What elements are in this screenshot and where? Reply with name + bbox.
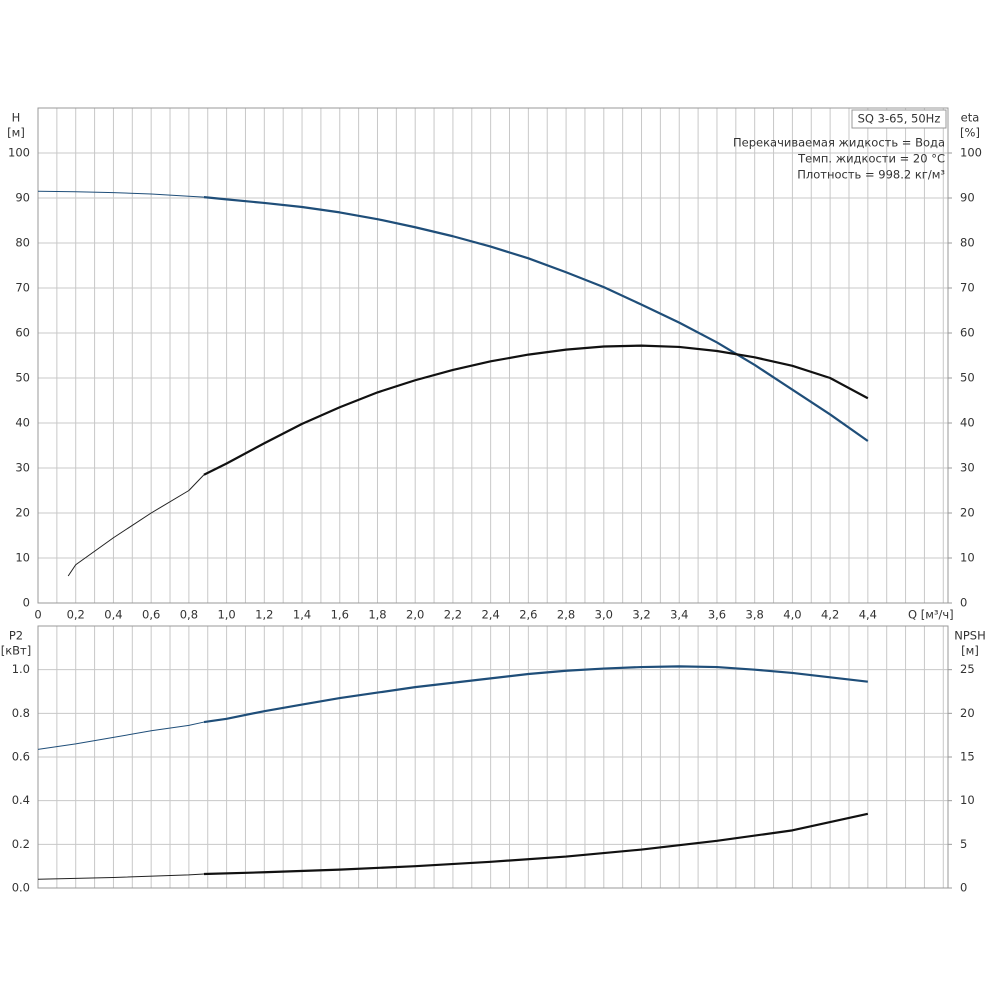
annotation: Плотность = 998.2 кг/м³ [797, 168, 945, 182]
y2-tick-label: 20 [960, 506, 975, 520]
y-tick-label: 90 [15, 191, 30, 205]
y-axis-unit: [м] [7, 126, 25, 140]
y-tick-label: 40 [15, 416, 30, 430]
y-tick-label: 0.8 [12, 706, 30, 720]
y-axis-label: P2 [9, 629, 23, 643]
x-tick-label: 3,4 [670, 608, 688, 622]
plot-frame [37, 107, 949, 604]
curve [67, 474, 205, 577]
y2-tick-label: 70 [960, 281, 975, 295]
x-tick-label: 0,6 [142, 608, 160, 622]
x-tick-label: 1,6 [331, 608, 349, 622]
y-tick-label: 60 [15, 326, 30, 340]
x-tick-label: 0,4 [104, 608, 122, 622]
y2-axis-label: NPSH [954, 629, 986, 643]
y2-tick-label: 0 [960, 596, 967, 610]
x-tick-label: 3,2 [632, 608, 650, 622]
y2-tick-label: 50 [960, 371, 975, 385]
curve [203, 665, 868, 724]
y2-axis-unit: [м] [961, 644, 979, 658]
y-tick-label: 70 [15, 281, 30, 295]
y2-tick-label: 30 [960, 461, 975, 475]
y2-tick-label: 15 [960, 750, 975, 764]
annotation: Темп. жидкости = 20 °C [797, 152, 945, 166]
y2-tick-label: 5 [960, 837, 967, 851]
y2-tick-label: 20 [960, 706, 975, 720]
x-tick-label: 1,0 [217, 608, 235, 622]
label-box [851, 109, 947, 129]
x-tick-label: 4,2 [821, 608, 839, 622]
y2-axis-label: eta [961, 111, 980, 125]
x-tick-label: 0 [34, 608, 41, 622]
y-tick-label: 50 [15, 371, 30, 385]
x-tick-label: 1,4 [293, 608, 311, 622]
x-tick-label: 3,6 [708, 608, 726, 622]
curve [37, 721, 205, 750]
y2-tick-label: 0 [960, 881, 967, 895]
y-tick-label: 100 [8, 146, 30, 160]
x-tick-label: 2,8 [557, 608, 575, 622]
x-tick-label: 3,8 [746, 608, 764, 622]
x-tick-label: 1,2 [255, 608, 273, 622]
y2-tick-label: 90 [960, 191, 975, 205]
y-tick-label: 0.0 [12, 881, 30, 895]
x-tick-label: 2,2 [444, 608, 462, 622]
y-tick-label: 20 [15, 506, 30, 520]
x-tick-label: 4,4 [859, 608, 877, 622]
annotation: Перекачиваемая жидкость = Вода [733, 136, 945, 150]
y-tick-label: 0.6 [12, 750, 30, 764]
y-tick-label: 30 [15, 461, 30, 475]
y-tick-label: 0.4 [12, 793, 30, 807]
x-tick-label: 2,6 [519, 608, 537, 622]
x-tick-label: 0,2 [67, 608, 85, 622]
y2-tick-label: 60 [960, 326, 975, 340]
y-tick-label: 1.0 [12, 662, 30, 676]
y2-tick-label: 100 [960, 146, 982, 160]
x-tick-label: 3,0 [595, 608, 613, 622]
curve [203, 344, 869, 476]
plot-frame [37, 625, 949, 889]
y2-tick-label: 25 [960, 662, 975, 676]
x-tick-label: 1,8 [368, 608, 386, 622]
y-tick-label: 0 [23, 596, 30, 610]
x-tick-label: 0,8 [180, 608, 198, 622]
x-axis-label: Q [м³/ч] [908, 608, 954, 622]
y2-axis-unit: [%] [960, 126, 980, 140]
x-tick-label: 4,0 [783, 608, 801, 622]
y2-tick-label: 80 [960, 236, 975, 250]
x-tick-label: 2,4 [481, 608, 499, 622]
y2-tick-label: 40 [960, 416, 975, 430]
y-tick-label: 80 [15, 236, 30, 250]
curve [37, 190, 204, 198]
curve [203, 196, 869, 442]
box-label: SQ 3-65, 50Hz [858, 112, 941, 126]
curve [203, 812, 869, 876]
y-axis-unit: [кВт] [1, 644, 32, 658]
curve [37, 873, 204, 880]
y-axis-label: H [12, 111, 21, 125]
y2-tick-label: 10 [960, 551, 975, 565]
x-tick-label: 2,0 [406, 608, 424, 622]
y-tick-label: 0.2 [12, 837, 30, 851]
y2-tick-label: 10 [960, 793, 975, 807]
y-tick-label: 10 [15, 551, 30, 565]
